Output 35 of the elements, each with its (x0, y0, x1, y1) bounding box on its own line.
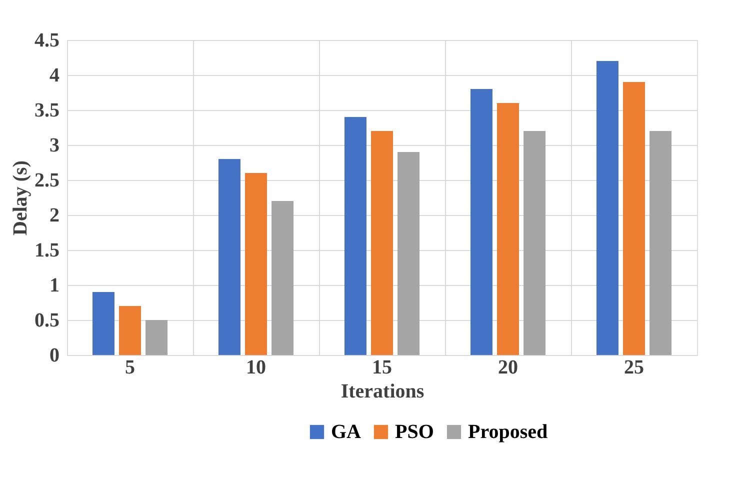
bar (623, 82, 645, 355)
bar (470, 89, 492, 355)
x-tick-label: 25 (624, 356, 644, 378)
y-tick-label: 4 (50, 64, 60, 86)
y-tick-label: 3.5 (34, 100, 60, 122)
legend-label: GA (331, 421, 362, 443)
bar (524, 131, 546, 355)
x-axis-title: Iterations (340, 380, 424, 402)
x-tick-label: 20 (498, 356, 518, 378)
bar (371, 131, 393, 355)
x-tick-label: 10 (246, 356, 266, 378)
y-axis-title: Delay (s) (10, 160, 32, 236)
legend-label: PSO (395, 421, 434, 443)
bar (650, 131, 672, 355)
x-tick-label: 15 (372, 356, 392, 378)
bar (497, 103, 519, 355)
y-tick-label: 3 (50, 134, 60, 156)
y-tick-label: 1.5 (34, 240, 60, 262)
bar (344, 117, 366, 355)
y-tick-label: 2 (50, 204, 60, 226)
y-tick-label: 0 (50, 344, 60, 366)
bar (146, 320, 168, 355)
x-tick-label: 5 (125, 356, 135, 378)
bar (119, 306, 141, 355)
legend-label: Proposed (468, 421, 548, 443)
y-tick-label: 2.5 (34, 170, 60, 192)
y-tick-label: 0.5 (34, 310, 60, 332)
y-tick-label: 1 (50, 274, 60, 296)
bar (272, 201, 294, 355)
bar (92, 292, 114, 355)
bar (245, 173, 267, 355)
bar (218, 159, 240, 355)
bar (596, 61, 618, 355)
bar (398, 152, 420, 355)
y-tick-label: 4.5 (34, 30, 60, 52)
